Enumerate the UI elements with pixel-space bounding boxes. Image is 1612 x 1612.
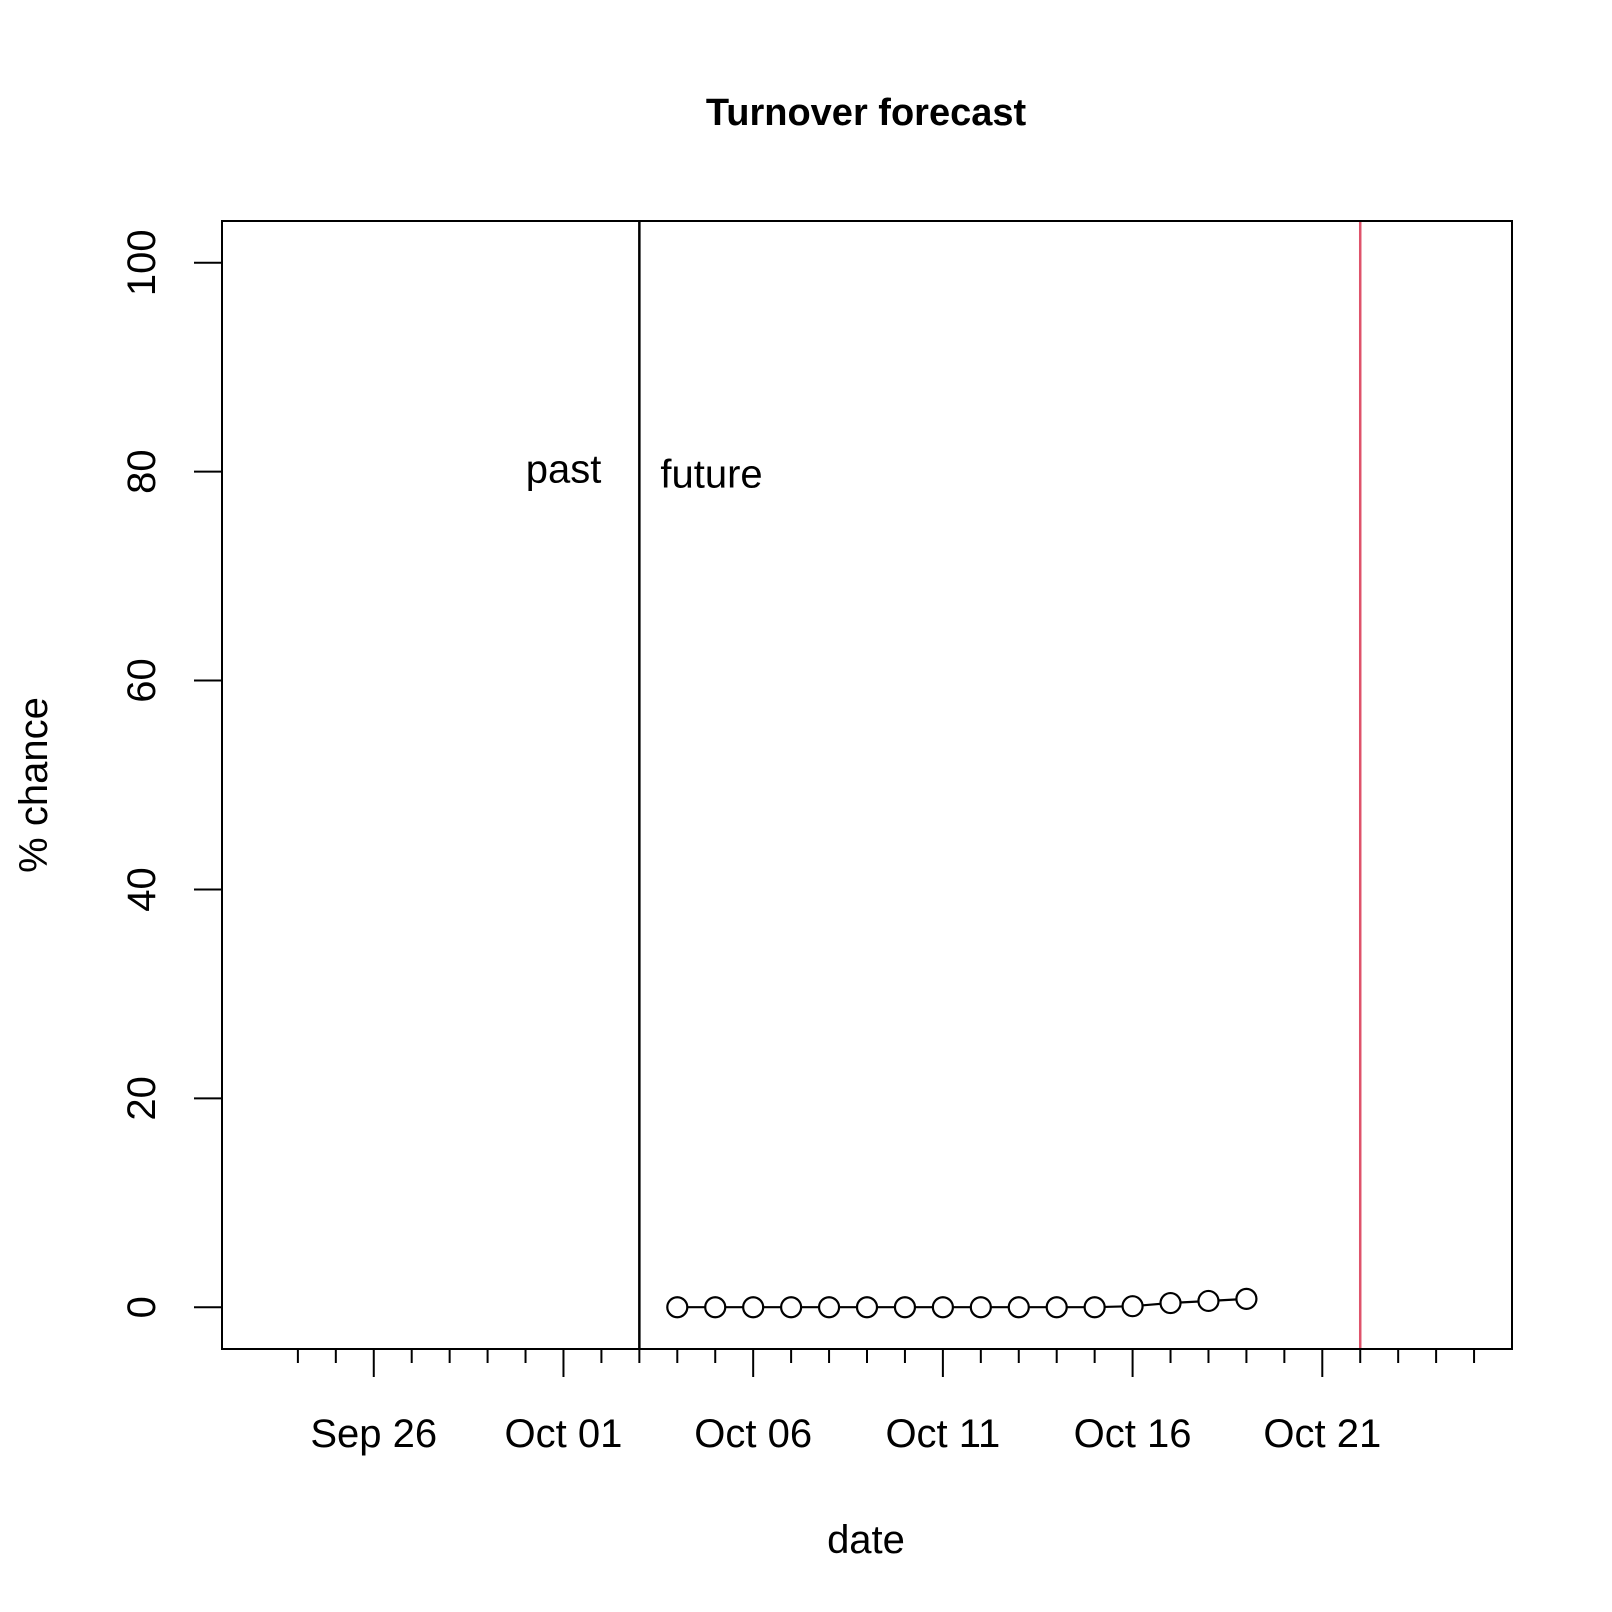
y-tick-label: 60 (120, 658, 164, 703)
x-tick-label: Oct 16 (1074, 1412, 1192, 1456)
y-tick-label: 20 (120, 1076, 164, 1121)
data-point (1007, 1296, 1030, 1319)
x-tick-label: Oct 06 (694, 1412, 812, 1456)
x-tick-label: Sep 26 (310, 1412, 437, 1456)
data-point (666, 1296, 689, 1319)
data-point (1235, 1287, 1258, 1310)
y-axis-label: % chance (12, 697, 56, 873)
data-point (817, 1296, 841, 1319)
data-point (969, 1296, 992, 1319)
data-point (1083, 1296, 1106, 1319)
data-point (1197, 1289, 1220, 1313)
data-point (1159, 1291, 1182, 1315)
data-point (855, 1296, 879, 1319)
data-point (742, 1296, 765, 1319)
plot-area: past future (526, 221, 1362, 1349)
y-axis: 0 20 40 60 80 100 (120, 229, 223, 1318)
x-axis: Sep 26 Oct 01 Oct 06 Oct 11 Oct 16 Oct 21 (296, 1348, 1476, 1456)
y-tick-label: 100 (120, 229, 164, 296)
data-point (704, 1296, 727, 1319)
series-line (677, 1297, 1247, 1309)
x-tick-label: Oct 01 (505, 1412, 623, 1456)
data-point (931, 1296, 954, 1319)
x-tick-label: Oct 21 (1263, 1412, 1381, 1456)
data-point (1045, 1296, 1068, 1319)
y-tick-label: 80 (120, 449, 164, 494)
data-point (893, 1296, 917, 1319)
data-point (780, 1296, 803, 1319)
x-axis-label: date (827, 1518, 905, 1562)
annotation-past: past (526, 448, 602, 492)
y-tick-label: 0 (120, 1296, 164, 1318)
annotation-future: future (660, 453, 762, 497)
y-tick-label: 40 (120, 867, 164, 912)
chart-title: Turnover forecast (706, 92, 1027, 134)
data-point (1121, 1295, 1144, 1318)
x-tick-label: Oct 11 (885, 1412, 1000, 1456)
